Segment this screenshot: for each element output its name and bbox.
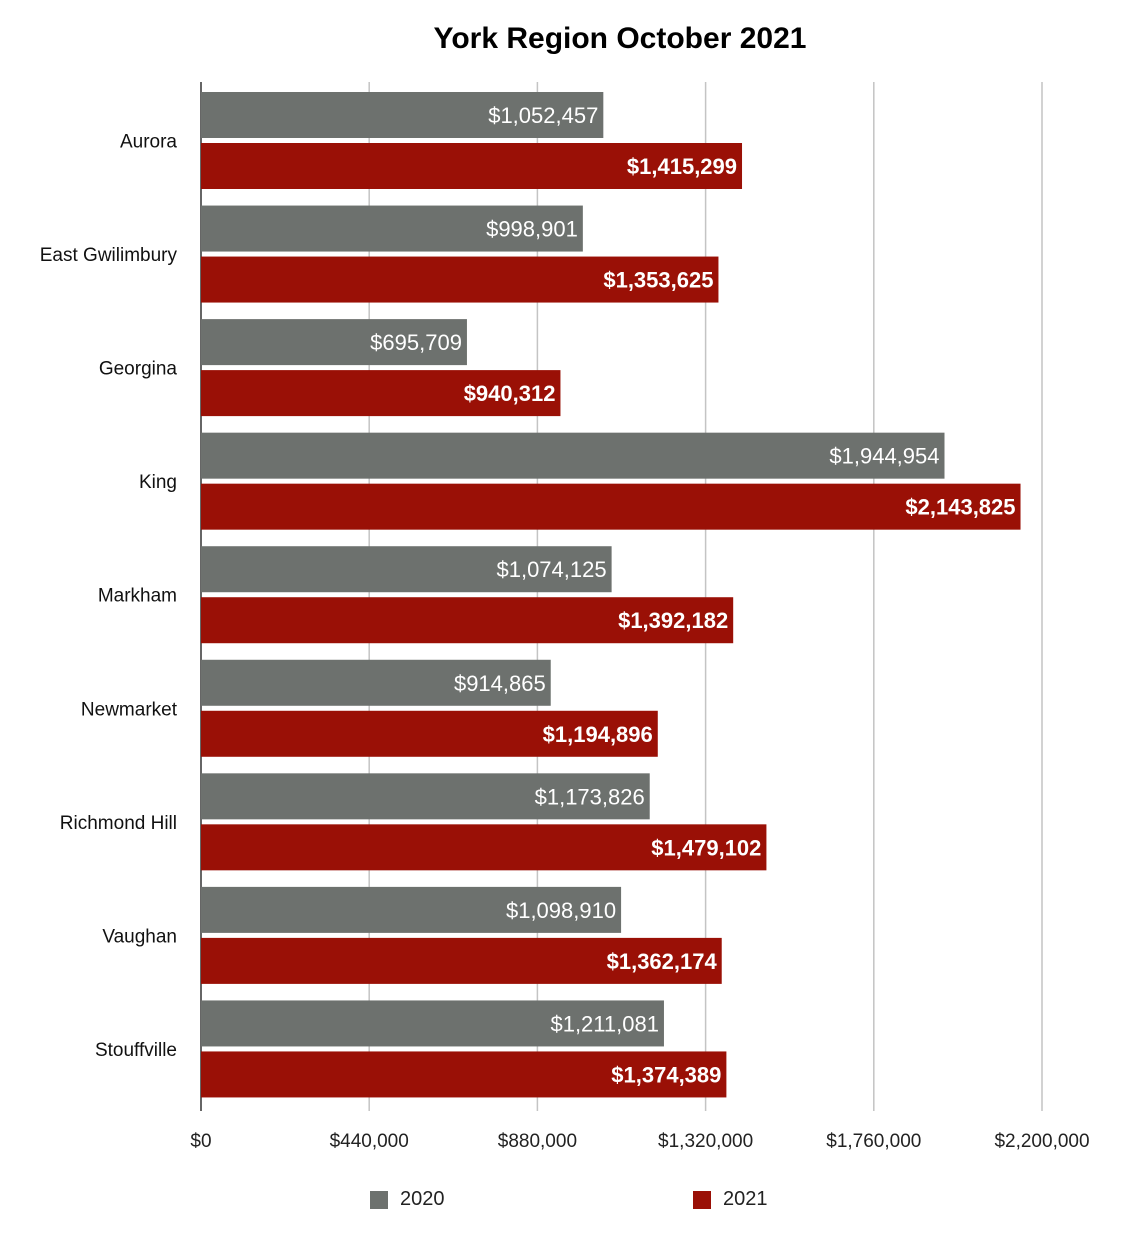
legend: 2020 2021 xyxy=(0,1188,1138,1216)
data-label-2020: $914,865 xyxy=(454,671,546,696)
bar-2021 xyxy=(201,597,734,644)
category-label: Newmarket xyxy=(81,699,178,720)
data-label-2021: $1,362,174 xyxy=(607,949,718,974)
data-label-2021: $1,194,896 xyxy=(543,722,653,747)
bar-2020 xyxy=(201,92,604,138)
x-tick-label: $440,000 xyxy=(330,1131,409,1152)
bar-2021 xyxy=(201,710,658,757)
bar-2020 xyxy=(201,546,612,593)
bar-2020 xyxy=(201,886,622,933)
legend-swatch-2021 xyxy=(693,1190,711,1209)
category-label: Richmond Hill xyxy=(60,813,177,834)
data-label-2021: $1,374,389 xyxy=(611,1062,721,1087)
bar-2020 xyxy=(201,205,583,252)
chart-title: York Region October 2021 xyxy=(433,22,807,55)
x-tick-label: $2,200,000 xyxy=(994,1131,1089,1152)
data-label-2021: $1,415,299 xyxy=(627,154,737,179)
data-label-2021: $1,353,625 xyxy=(603,268,713,293)
category-label: King xyxy=(139,472,177,493)
data-label-2020: $1,944,954 xyxy=(829,444,939,469)
data-label-2021: $940,312 xyxy=(464,381,556,406)
legend-item-2020: 2020 xyxy=(370,1188,445,1211)
x-tick-label: $1,320,000 xyxy=(658,1131,753,1152)
bar-2020 xyxy=(201,659,551,706)
x-tick-label: $1,760,000 xyxy=(826,1131,921,1152)
category-label: Georgina xyxy=(99,359,178,380)
data-label-2021: $2,143,825 xyxy=(905,495,1015,520)
data-label-2020: $1,173,826 xyxy=(535,784,645,809)
bar-2021 xyxy=(201,483,1021,530)
category-label: Markham xyxy=(98,586,177,607)
legend-label-2021: 2021 xyxy=(723,1188,768,1210)
category-label: East Gwilimbury xyxy=(40,245,178,266)
bar-2021 xyxy=(201,937,722,984)
bar-2021 xyxy=(201,370,561,417)
data-label-2021: $1,392,182 xyxy=(618,608,728,633)
data-label-2021: $1,479,102 xyxy=(651,835,761,860)
bar-2021 xyxy=(201,824,767,871)
data-label-2020: $1,052,457 xyxy=(488,103,598,128)
category-label: Stouffville xyxy=(95,1040,177,1061)
data-label-2020: $1,098,910 xyxy=(506,898,616,923)
legend-label-2020: 2020 xyxy=(400,1188,445,1210)
legend-swatch-2020 xyxy=(370,1190,388,1209)
category-label: Vaughan xyxy=(102,926,177,947)
category-label: Aurora xyxy=(120,132,177,153)
data-label-2020: $1,211,081 xyxy=(550,1011,658,1036)
x-tick-label: $880,000 xyxy=(498,1131,577,1152)
bar-2020 xyxy=(201,773,650,820)
data-label-2020: $695,709 xyxy=(370,330,462,355)
bar-2020 xyxy=(201,319,467,366)
data-label-2020: $998,901 xyxy=(486,217,578,242)
legend-item-2021: 2021 xyxy=(693,1188,768,1211)
x-tick-label: $0 xyxy=(190,1131,211,1152)
bar-2021 xyxy=(201,143,743,189)
bar-2020 xyxy=(201,432,945,479)
data-label-2020: $1,074,125 xyxy=(496,557,606,582)
bar-2021 xyxy=(201,1051,727,1098)
bar-2020 xyxy=(201,1000,664,1047)
bar-2021 xyxy=(201,256,719,303)
